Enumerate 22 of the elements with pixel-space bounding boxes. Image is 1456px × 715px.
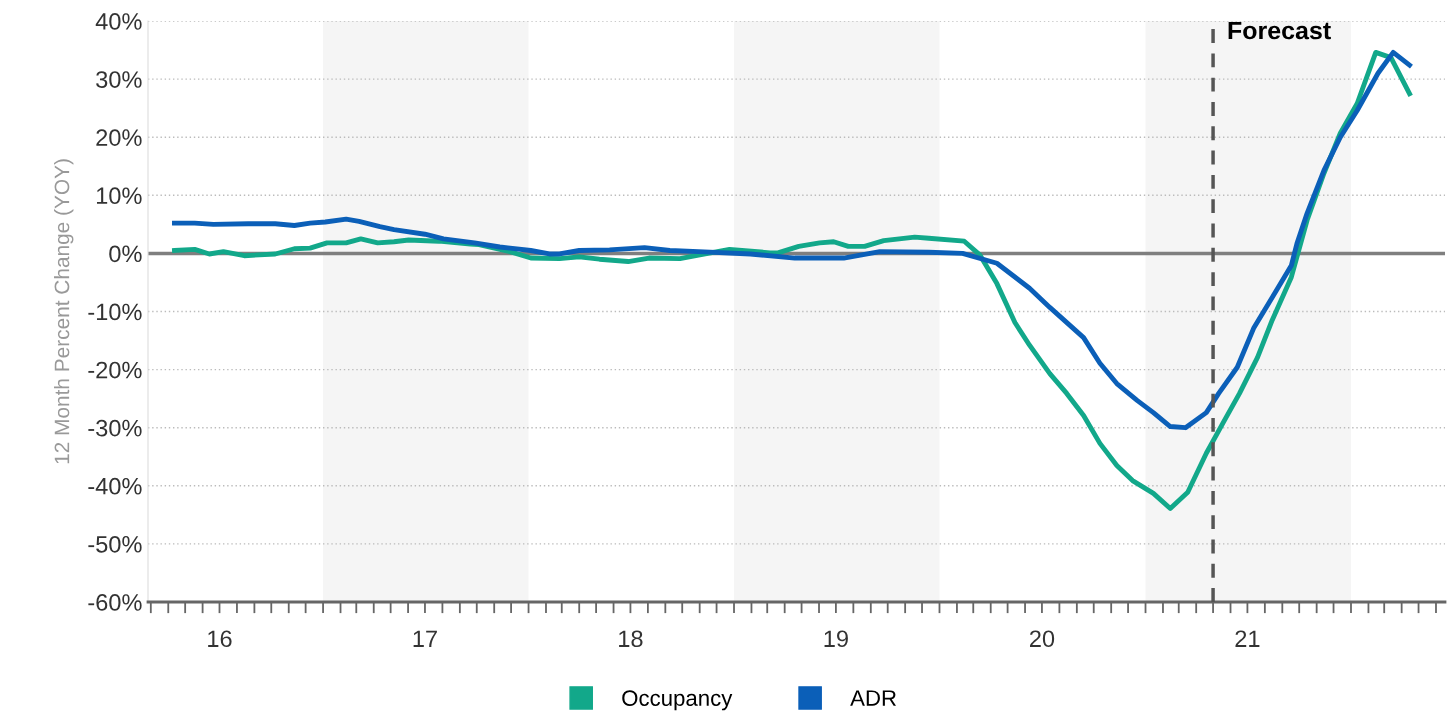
y-tick-label: -10% (88, 303, 142, 321)
y-tick-label: 40% (95, 13, 142, 30)
legend-label: ADR (850, 690, 897, 706)
x-tick-label: 16 (208, 630, 232, 648)
y-tick-label: 20% (96, 129, 142, 146)
y-tick-label: -40% (88, 477, 142, 495)
line-series (172, 49, 1412, 431)
x-tick-label: 21 (1235, 630, 1260, 647)
y-axis-title: 12 Month Percent Change (YOY) (54, 159, 74, 464)
y-tick-label: -60% (88, 594, 142, 611)
y-tick-label: -50% (88, 535, 142, 553)
ref-line-label: Forecast (1228, 21, 1331, 40)
y-tick-label: 10% (96, 187, 142, 205)
x-tick-label: 17 (413, 630, 437, 647)
legend-label: Occupancy (622, 690, 733, 711)
y-tick-label: -30% (88, 419, 142, 437)
y-tick-label: -20% (88, 361, 142, 379)
y-tick-label: 30% (96, 71, 142, 88)
x-tick-label: 20 (1030, 630, 1055, 648)
x-tick-label: 19 (824, 630, 848, 648)
x-tick-label: 18 (619, 630, 643, 648)
y-tick-label: 0% (109, 245, 142, 263)
